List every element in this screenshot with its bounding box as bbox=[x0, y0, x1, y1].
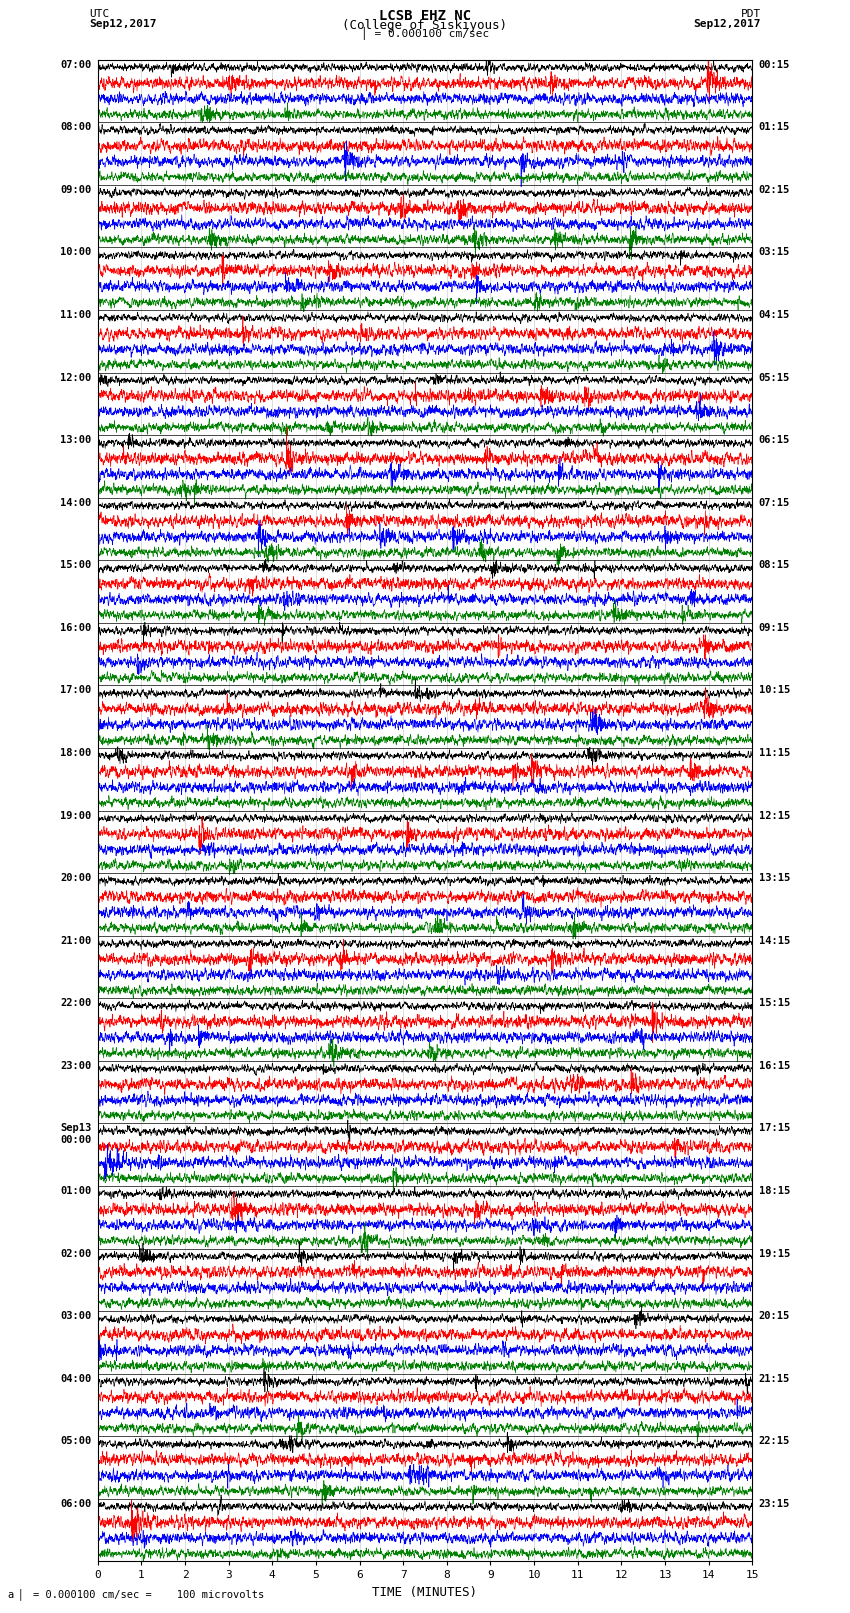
Text: 06:15: 06:15 bbox=[759, 436, 790, 445]
Text: 13:00: 13:00 bbox=[60, 436, 91, 445]
Text: 03:00: 03:00 bbox=[60, 1311, 91, 1321]
Text: Sep13
00:00: Sep13 00:00 bbox=[60, 1123, 91, 1145]
Text: 03:15: 03:15 bbox=[759, 247, 790, 258]
Text: LCSB EHZ NC: LCSB EHZ NC bbox=[379, 10, 471, 23]
Text: 16:15: 16:15 bbox=[759, 1061, 790, 1071]
Text: Sep12,2017: Sep12,2017 bbox=[694, 18, 761, 29]
Text: 09:15: 09:15 bbox=[759, 623, 790, 632]
Text: 11:00: 11:00 bbox=[60, 310, 91, 319]
Text: 21:00: 21:00 bbox=[60, 936, 91, 945]
Text: 01:15: 01:15 bbox=[759, 123, 790, 132]
Text: 22:00: 22:00 bbox=[60, 998, 91, 1008]
Text: UTC: UTC bbox=[89, 10, 110, 19]
Text: 18:00: 18:00 bbox=[60, 748, 91, 758]
Text: 18:15: 18:15 bbox=[759, 1186, 790, 1195]
Text: 04:15: 04:15 bbox=[759, 310, 790, 319]
Text: 20:00: 20:00 bbox=[60, 873, 91, 882]
Text: 12:00: 12:00 bbox=[60, 373, 91, 382]
Text: PDT: PDT bbox=[740, 10, 761, 19]
Text: 02:00: 02:00 bbox=[60, 1248, 91, 1258]
Text: 15:00: 15:00 bbox=[60, 560, 91, 571]
Text: 14:00: 14:00 bbox=[60, 498, 91, 508]
Text: 19:00: 19:00 bbox=[60, 811, 91, 821]
Text: 07:00: 07:00 bbox=[60, 60, 91, 69]
Text: 05:15: 05:15 bbox=[759, 373, 790, 382]
Text: 19:15: 19:15 bbox=[759, 1248, 790, 1258]
Text: 16:00: 16:00 bbox=[60, 623, 91, 632]
Text: 04:00: 04:00 bbox=[60, 1374, 91, 1384]
Text: 13:15: 13:15 bbox=[759, 873, 790, 882]
Text: (College of Siskiyous): (College of Siskiyous) bbox=[343, 18, 507, 32]
Text: 14:15: 14:15 bbox=[759, 936, 790, 945]
Text: 20:15: 20:15 bbox=[759, 1311, 790, 1321]
Text: 17:00: 17:00 bbox=[60, 686, 91, 695]
Text: 05:00: 05:00 bbox=[60, 1436, 91, 1447]
Text: 02:15: 02:15 bbox=[759, 185, 790, 195]
Text: 23:00: 23:00 bbox=[60, 1061, 91, 1071]
Text: 10:00: 10:00 bbox=[60, 247, 91, 258]
Text: │ = 0.000100 cm/sec: │ = 0.000100 cm/sec bbox=[361, 27, 489, 40]
Text: Sep12,2017: Sep12,2017 bbox=[89, 18, 156, 29]
Text: 15:15: 15:15 bbox=[759, 998, 790, 1008]
Text: 08:00: 08:00 bbox=[60, 123, 91, 132]
Text: 23:15: 23:15 bbox=[759, 1498, 790, 1508]
Text: 10:15: 10:15 bbox=[759, 686, 790, 695]
X-axis label: TIME (MINUTES): TIME (MINUTES) bbox=[372, 1586, 478, 1598]
Text: a ▏ = 0.000100 cm/sec =    100 microvolts: a ▏ = 0.000100 cm/sec = 100 microvolts bbox=[8, 1589, 264, 1600]
Text: 00:15: 00:15 bbox=[759, 60, 790, 69]
Text: 21:15: 21:15 bbox=[759, 1374, 790, 1384]
Text: 09:00: 09:00 bbox=[60, 185, 91, 195]
Text: 11:15: 11:15 bbox=[759, 748, 790, 758]
Text: 07:15: 07:15 bbox=[759, 498, 790, 508]
Text: 01:00: 01:00 bbox=[60, 1186, 91, 1195]
Text: 08:15: 08:15 bbox=[759, 560, 790, 571]
Text: 06:00: 06:00 bbox=[60, 1498, 91, 1508]
Text: 22:15: 22:15 bbox=[759, 1436, 790, 1447]
Text: 17:15: 17:15 bbox=[759, 1123, 790, 1134]
Text: 12:15: 12:15 bbox=[759, 811, 790, 821]
